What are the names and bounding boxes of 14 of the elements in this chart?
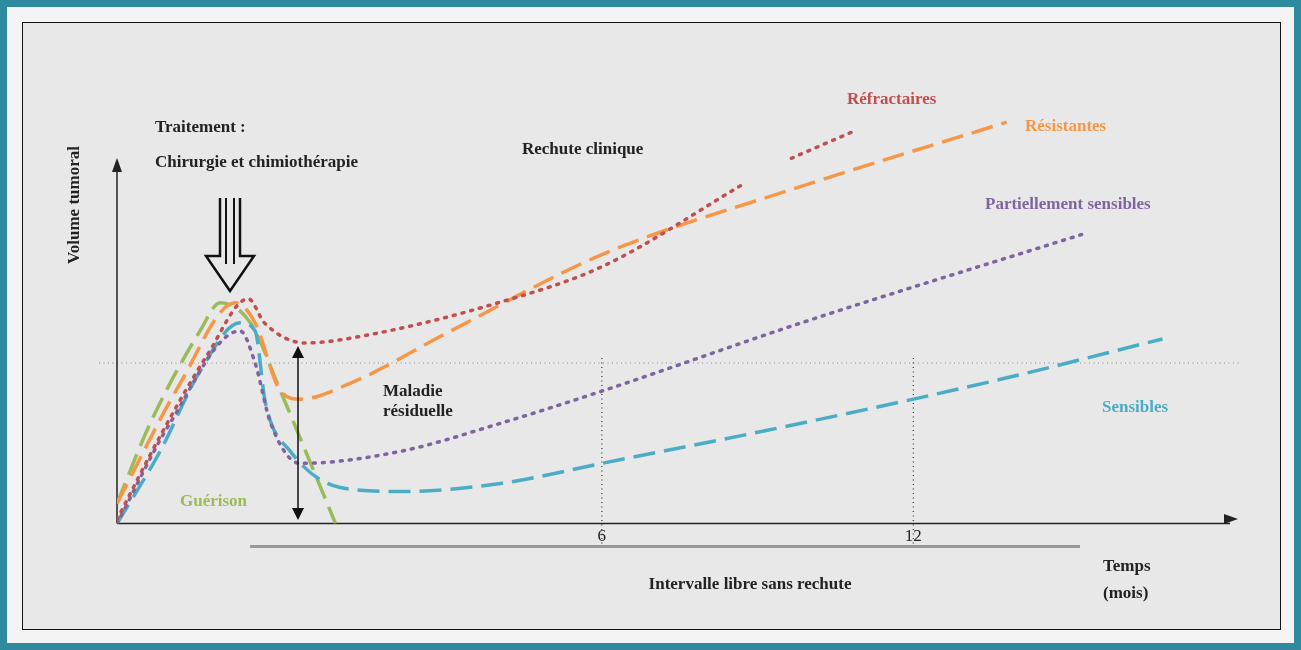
text: Sensibles (1102, 397, 1169, 417)
text: Guérison (180, 491, 248, 511)
x-axis-title: Temps (mois) (1103, 556, 1151, 603)
x-tick-label: 6 (597, 526, 607, 546)
series-label: Partiellement sensibles (985, 194, 1152, 214)
annotation: Rechute clinique (522, 139, 644, 159)
annotation: Maladie résiduelle (383, 381, 454, 421)
text: Intervalle libre sans rechute (648, 574, 852, 594)
series-label: Réfractaires (847, 89, 937, 109)
x-tick-label: 12 (904, 526, 922, 546)
annotation: Traitement : (155, 117, 246, 137)
annotation: Chirurgie et chimiothérapie (155, 152, 359, 172)
series-label: Résistantes (1025, 116, 1107, 136)
y-axis-title: Volume tumoral (64, 145, 84, 264)
